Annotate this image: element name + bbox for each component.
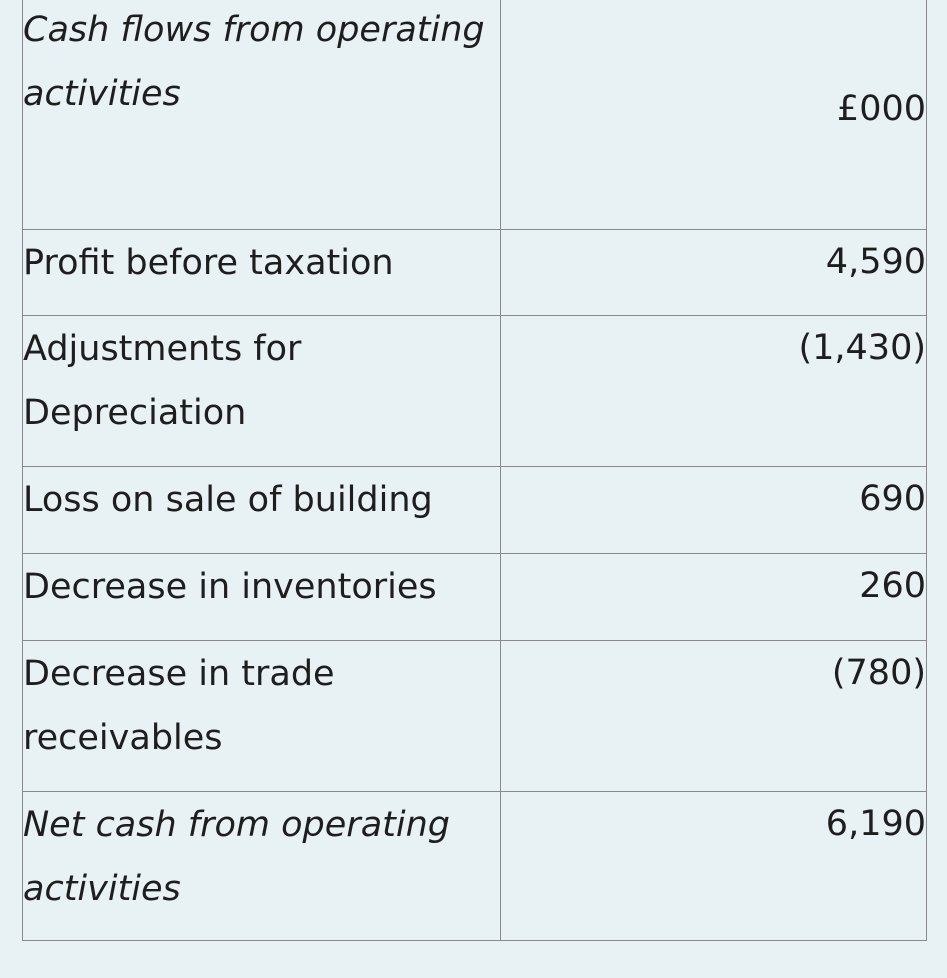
row-label-cell: Decrease in inventories <box>22 553 501 641</box>
unit-label: £000 <box>836 89 926 129</box>
row-label-cell: Profit before taxation <box>22 229 501 316</box>
row-value-cell: (780) <box>500 640 927 792</box>
total-row: Net cash from operating activities 6,190 <box>22 791 927 941</box>
row-label-cell: Adjustments for Depreciation <box>22 315 501 467</box>
total-label-cell: Net cash from operating activities <box>22 791 501 941</box>
table-header-row: Cash flows from operating activities £00… <box>22 0 927 230</box>
row-label: Profit before taxation <box>23 243 394 283</box>
row-label-cell: Loss on sale of building <box>22 466 501 554</box>
row-value: (780) <box>831 653 926 693</box>
table-row: Adjustments for Depreciation (1,430) <box>22 315 927 467</box>
row-value-cell: 260 <box>500 553 927 641</box>
row-label: Decrease in inventories <box>23 567 437 607</box>
row-value: 4,590 <box>825 242 926 282</box>
total-label: Net cash from operating activities <box>23 805 450 909</box>
row-label-cell: Decrease in trade receivables <box>22 640 501 792</box>
cash-flow-table: Cash flows from operating activities £00… <box>22 0 927 941</box>
row-label: Decrease in trade receivables <box>23 654 335 758</box>
table-row: Profit before taxation 4,590 <box>22 229 927 316</box>
header-label-cell: Cash flows from operating activities <box>22 0 501 230</box>
row-value: (1,430) <box>798 328 926 368</box>
total-value-cell: 6,190 <box>500 791 927 941</box>
row-label: Loss on sale of building <box>23 480 433 520</box>
row-value: 260 <box>859 566 926 606</box>
header-unit-cell: £000 <box>500 0 927 230</box>
table-row: Decrease in inventories 260 <box>22 553 927 641</box>
row-value-cell: 4,590 <box>500 229 927 316</box>
row-value-cell: 690 <box>500 466 927 554</box>
total-value: 6,190 <box>825 804 926 844</box>
row-value: 690 <box>859 479 926 519</box>
table-row: Loss on sale of building 690 <box>22 466 927 554</box>
table-row: Decrease in trade receivables (780) <box>22 640 927 792</box>
row-label: Adjustments for Depreciation <box>23 329 302 433</box>
section-heading: Cash flows from operating activities <box>23 10 485 114</box>
row-value-cell: (1,430) <box>500 315 927 467</box>
